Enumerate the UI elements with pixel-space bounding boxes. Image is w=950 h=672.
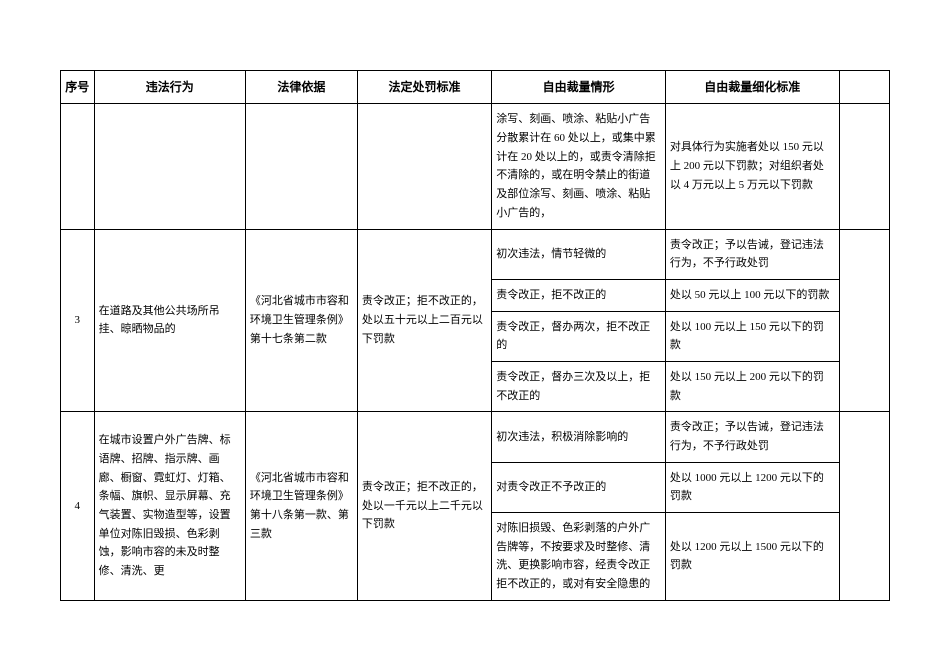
- header-standard: 自由裁量细化标准: [665, 71, 839, 104]
- cell-situation: 涂写、刻画、喷涂、粘贴小广告分散累计在 60 处以上，或集中累计在 20 处以上…: [492, 104, 666, 229]
- cell-situation: 责令改正，拒不改正的: [492, 279, 666, 311]
- cell-standard: 责令改正；予以告诫，登记违法行为，不予行政处罚: [665, 229, 839, 279]
- table-header-row: 序号 违法行为 法律依据 法定处罚标准 自由裁量情形 自由裁量细化标准: [61, 71, 890, 104]
- cell-law: 《河北省城市市容和环境卫生管理条例》第十八条第一款、第三款: [245, 412, 357, 601]
- header-extra: [839, 71, 889, 104]
- cell-law: 《河北省城市市容和环境卫生管理条例》第十七条第二款: [245, 229, 357, 412]
- cell-extra: [839, 104, 889, 229]
- cell-standard: 处以 1200 元以上 1500 元以下的罚款: [665, 513, 839, 601]
- cell-behavior: [94, 104, 245, 229]
- header-law: 法律依据: [245, 71, 357, 104]
- cell-situation: 责令改正，督办两次，拒不改正的: [492, 311, 666, 361]
- header-num: 序号: [61, 71, 95, 104]
- header-penalty: 法定处罚标准: [357, 71, 491, 104]
- cell-extra: [839, 229, 889, 412]
- table-row: 3 在道路及其他公共场所吊挂、晾晒物品的 《河北省城市市容和环境卫生管理条例》第…: [61, 229, 890, 279]
- cell-law: [245, 104, 357, 229]
- cell-standard: 处以 100 元以上 150 元以下的罚款: [665, 311, 839, 361]
- cell-behavior: 在城市设置户外广告牌、标语牌、招牌、指示牌、画廊、橱窗、霓虹灯、灯箱、条幅、旗帜…: [94, 412, 245, 601]
- header-behavior: 违法行为: [94, 71, 245, 104]
- cell-situation: 责令改正，督办三次及以上，拒不改正的: [492, 361, 666, 411]
- cell-situation: 对责令改正不予改正的: [492, 462, 666, 512]
- cell-num: [61, 104, 95, 229]
- cell-num: 3: [61, 229, 95, 412]
- cell-penalty: [357, 104, 491, 229]
- cell-standard: 责令改正；予以告诫，登记违法行为，不予行政处罚: [665, 412, 839, 462]
- table-row: 4 在城市设置户外广告牌、标语牌、招牌、指示牌、画廊、橱窗、霓虹灯、灯箱、条幅、…: [61, 412, 890, 462]
- cell-standard: 处以 150 元以上 200 元以下的罚款: [665, 361, 839, 411]
- cell-situation: 对陈旧损毁、色彩剥落的户外广告牌等，不按要求及时整修、清洗、更换影响市容，经责令…: [492, 513, 666, 601]
- cell-situation: 初次违法，情节轻微的: [492, 229, 666, 279]
- header-situation: 自由裁量情形: [492, 71, 666, 104]
- cell-behavior: 在道路及其他公共场所吊挂、晾晒物品的: [94, 229, 245, 412]
- cell-standard: 对具体行为实施者处以 150 元以上 200 元以下罚款；对组织者处以 4 万元…: [665, 104, 839, 229]
- cell-extra: [839, 412, 889, 601]
- cell-penalty: 责令改正；拒不改正的，处以五十元以上二百元以下罚款: [357, 229, 491, 412]
- cell-situation: 初次违法，积极消除影响的: [492, 412, 666, 462]
- cell-standard: 处以 50 元以上 100 元以下的罚款: [665, 279, 839, 311]
- cell-penalty: 责令改正；拒不改正的，处以一千元以上二千元以下罚款: [357, 412, 491, 601]
- cell-num: 4: [61, 412, 95, 601]
- regulation-table: 序号 违法行为 法律依据 法定处罚标准 自由裁量情形 自由裁量细化标准 涂写、刻…: [60, 70, 890, 601]
- table-row: 涂写、刻画、喷涂、粘贴小广告分散累计在 60 处以上，或集中累计在 20 处以上…: [61, 104, 890, 229]
- cell-standard: 处以 1000 元以上 1200 元以下的罚款: [665, 462, 839, 512]
